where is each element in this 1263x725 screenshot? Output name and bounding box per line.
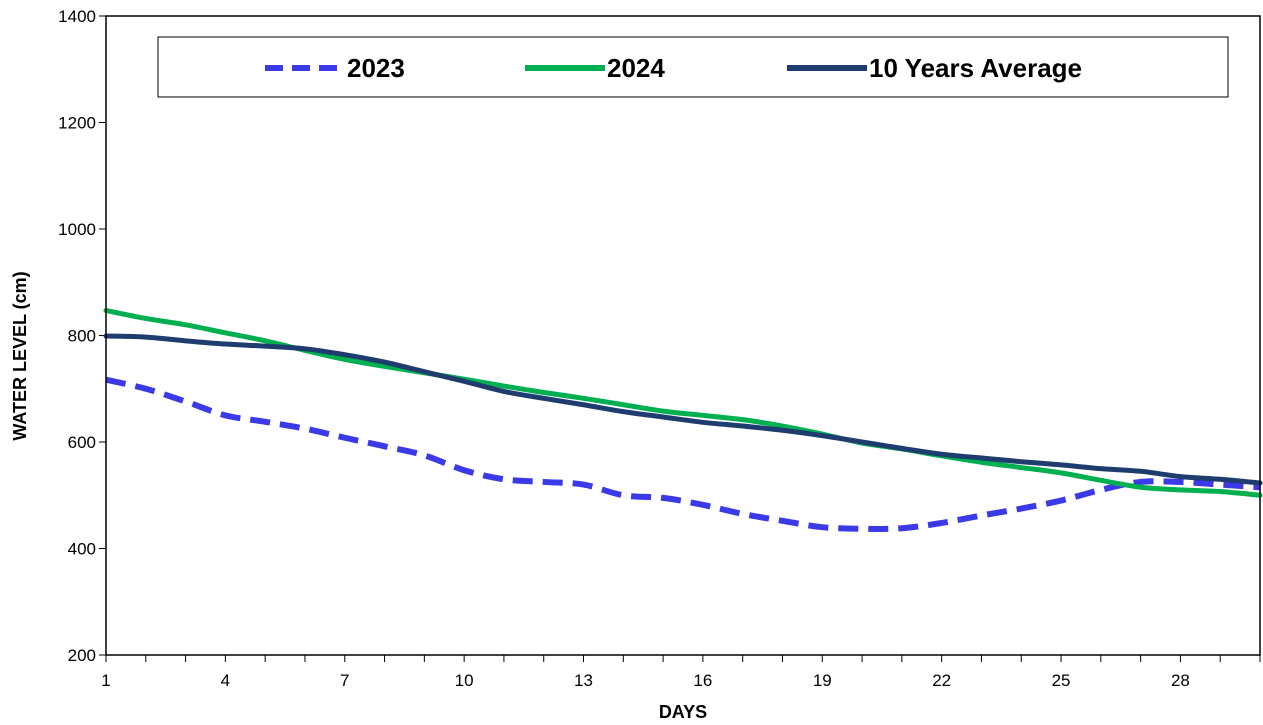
x-tick-label: 4 — [221, 671, 230, 690]
legend-label: 10 Years Average — [869, 53, 1082, 83]
y-tick-label: 400 — [68, 540, 96, 559]
legend-label: 2023 — [347, 53, 405, 83]
y-tick-label: 1200 — [58, 114, 96, 133]
x-tick-label: 16 — [693, 671, 712, 690]
x-tick-label: 1 — [101, 671, 110, 690]
y-tick-label: 800 — [68, 327, 96, 346]
y-tick-label: 200 — [68, 646, 96, 665]
series-line-2023 — [105, 376, 1261, 532]
x-axis-title: DAYS — [659, 702, 707, 722]
y-tick-label: 600 — [68, 433, 96, 452]
legend-label: 2024 — [607, 53, 665, 83]
x-axis-ticks: 1 4 7 10 13 16 19 22 25 28 — [101, 655, 1261, 690]
x-tick-label: 25 — [1052, 671, 1071, 690]
y-tick-label: 1400 — [58, 7, 96, 26]
x-tick-label: 28 — [1171, 671, 1190, 690]
legend: 2023 2024 10 Years Average — [157, 36, 1229, 98]
x-tick-label: 13 — [574, 671, 593, 690]
series-line-10-years-average — [103, 333, 1263, 486]
x-tick-label: 19 — [813, 671, 832, 690]
y-axis-title: WATER LEVEL (cm) — [10, 271, 30, 440]
y-tick-label: 1000 — [58, 220, 96, 239]
x-tick-label: 10 — [455, 671, 474, 690]
series-lines — [103, 307, 1263, 532]
x-tick-label: 22 — [932, 671, 951, 690]
plot-area-frame — [105, 15, 1261, 656]
x-tick-label: 7 — [340, 671, 349, 690]
y-axis-ticks: 200 400 600 800 1000 1200 1400 — [58, 7, 106, 665]
